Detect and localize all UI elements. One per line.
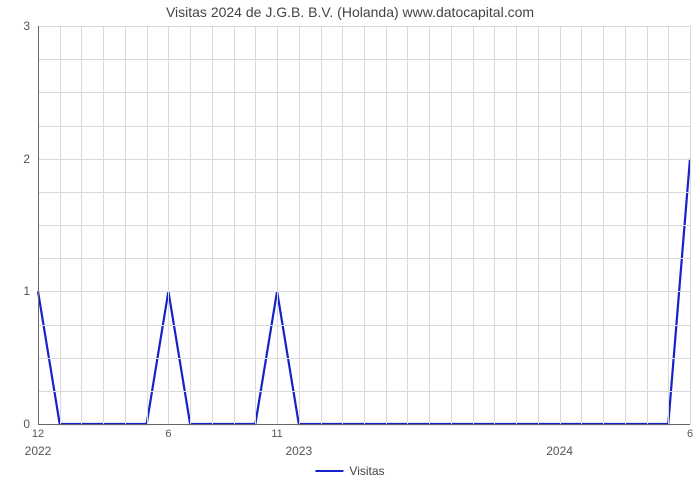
gridline-v: [299, 26, 300, 424]
gridline-v: [103, 26, 104, 424]
gridline-v: [386, 26, 387, 424]
x-minor-label: 6: [687, 428, 693, 440]
gridline-v: [668, 26, 669, 424]
gridline-v: [603, 26, 604, 424]
gridline-v: [147, 26, 148, 424]
gridline-v: [473, 26, 474, 424]
x-minor-label: 12: [32, 428, 44, 440]
y-tick-label: 2: [16, 152, 30, 166]
gridline-v: [538, 26, 539, 424]
chart-container: Visitas 2024 de J.G.B. B.V. (Holanda) ww…: [0, 0, 700, 500]
legend-label: Visitas: [349, 464, 384, 478]
gridline-v: [81, 26, 82, 424]
gridline-v: [647, 26, 648, 424]
x-major-label: 2022: [25, 444, 52, 458]
chart-title: Visitas 2024 de J.G.B. B.V. (Holanda) ww…: [0, 4, 700, 20]
x-minor-label: 11: [271, 428, 282, 440]
gridline-v: [212, 26, 213, 424]
y-axis-line: [38, 26, 39, 424]
gridline-v: [60, 26, 61, 424]
gridline-v: [168, 26, 169, 424]
y-tick-label: 0: [16, 417, 30, 431]
gridline-v: [190, 26, 191, 424]
legend-swatch: [315, 470, 343, 472]
plot-area: [38, 26, 690, 424]
gridline-v: [364, 26, 365, 424]
y-tick-label: 1: [16, 284, 30, 298]
x-major-label: 2023: [285, 444, 312, 458]
gridline-v: [581, 26, 582, 424]
gridline-v: [451, 26, 452, 424]
gridline-v: [429, 26, 430, 424]
legend: Visitas: [315, 464, 384, 478]
gridline-v: [690, 26, 691, 424]
gridline-v: [407, 26, 408, 424]
gridline-v: [277, 26, 278, 424]
gridline-v: [125, 26, 126, 424]
gridline-v: [516, 26, 517, 424]
x-minor-label: 6: [165, 428, 171, 440]
gridline-v: [625, 26, 626, 424]
gridline-v: [234, 26, 235, 424]
gridline-v: [255, 26, 256, 424]
x-major-label: 2024: [546, 444, 573, 458]
gridline-v: [342, 26, 343, 424]
gridline-v: [494, 26, 495, 424]
gridline-v: [321, 26, 322, 424]
y-tick-label: 3: [16, 19, 30, 33]
x-axis-line: [38, 424, 690, 425]
gridline-v: [560, 26, 561, 424]
